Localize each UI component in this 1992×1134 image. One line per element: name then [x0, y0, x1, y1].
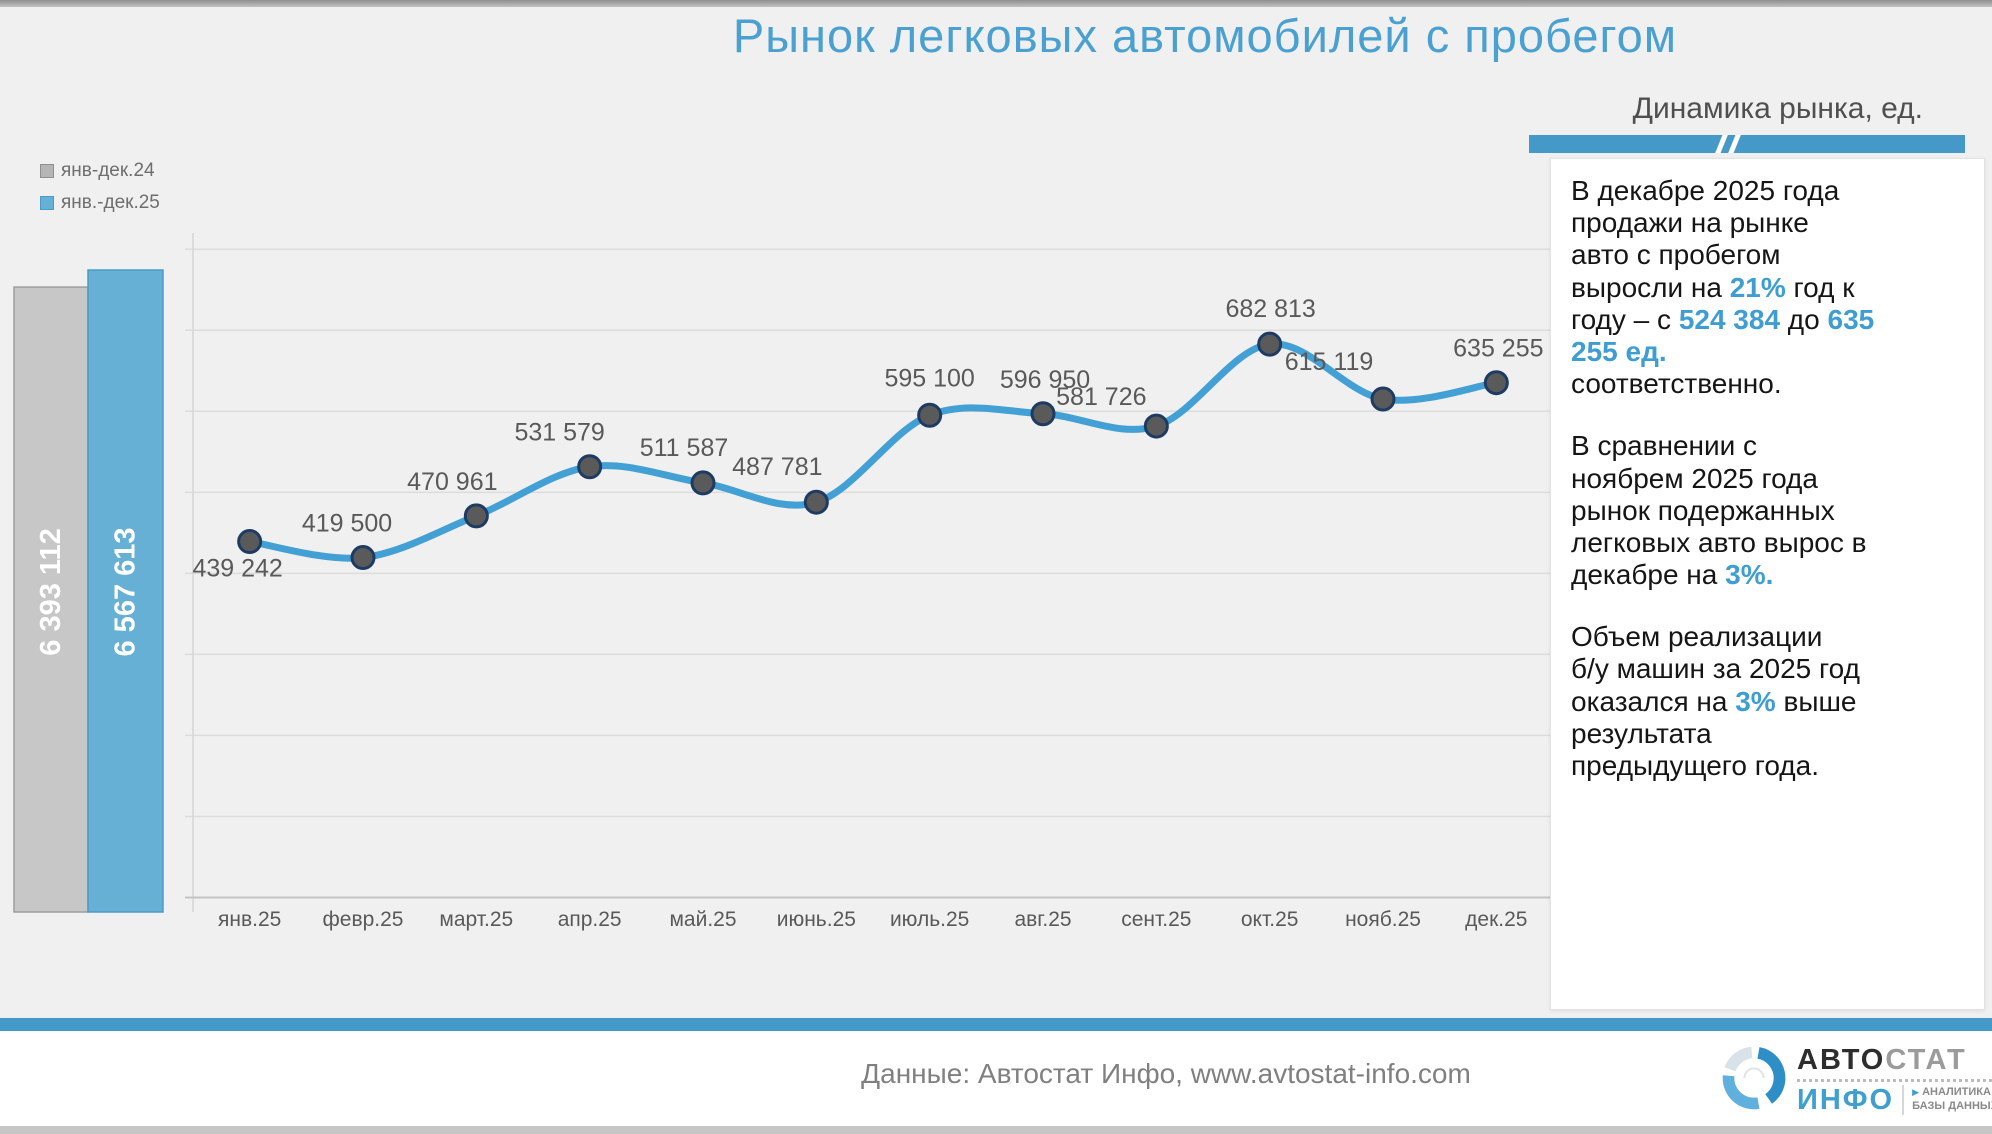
logo-swirl-icon: [1720, 1044, 1788, 1117]
x-axis-label-11: дек.25: [1465, 908, 1527, 931]
logo-dotted-divider: [1797, 1079, 1992, 1082]
total-bar-1: [87, 269, 164, 913]
data-point-label-4: 511 587: [640, 434, 729, 462]
footer-divider-bar: [0, 1018, 1992, 1031]
data-point-label-5: 487 781: [732, 453, 822, 481]
data-point-label-10: 615 119: [1285, 348, 1374, 376]
x-axis-label-4: май.25: [669, 908, 736, 931]
legend-swatch-2025-icon: [40, 196, 54, 210]
data-point-marker-2: [463, 503, 489, 529]
x-axis-label-5: июнь.25: [777, 908, 856, 931]
logo-separator: [1902, 1085, 1905, 1115]
total-bar-0: [13, 286, 89, 913]
play-triangle-icon: ▶: [1912, 1087, 1920, 1098]
gridlines: [185, 248, 1553, 818]
subtitle-underline-bar: [1529, 135, 1965, 153]
data-point-label-2: 470 961: [407, 468, 497, 496]
data-point-label-7: 596 950: [1000, 366, 1090, 394]
bottom-border-strip: [0, 1126, 1992, 1134]
data-point-marker-6: [917, 402, 943, 428]
data-point-marker-4: [690, 470, 716, 496]
x-axis-label-1: февр.25: [323, 908, 404, 931]
data-point-label-9: 682 813: [1225, 295, 1315, 323]
x-axis-label-7: авг.25: [1014, 908, 1071, 931]
chart-legend: янв-дек.24 янв.-дек.25: [40, 155, 160, 219]
data-point-marker-8: [1143, 413, 1169, 439]
data-source-text: Данные: Автостат Инфо, www.avtostat-info…: [861, 1058, 1471, 1089]
insight-paragraph: В декабре 2025 года продажи на рынке авт…: [1571, 175, 1875, 400]
insight-paragraph: Объем реализации б/у машин за 2025 год о…: [1571, 621, 1860, 781]
footer-band: [0, 1031, 1992, 1126]
data-point-marker-7: [1030, 401, 1056, 427]
data-point-marker-0: [237, 529, 263, 555]
logo-sub-row: ИНФО ▶ АНАЛИТИКА БАЗЫ ДАННЫХ: [1797, 1085, 1992, 1115]
page-title: Рынок легковых автомобилей с пробегом: [732, 9, 1678, 62]
data-point-marker-11: [1483, 370, 1509, 396]
total-bar-label-1: 6 567 613: [110, 527, 142, 656]
data-point-label-0: 439 242: [192, 555, 282, 583]
top-border-strip: [0, 0, 1992, 7]
x-axis-label-9: окт.25: [1241, 908, 1299, 931]
data-point-marker-1: [350, 545, 376, 571]
data-point-marker-5: [803, 489, 829, 515]
x-axis-label-8: сент.25: [1121, 908, 1191, 931]
x-axis-label-10: нояб.25: [1345, 908, 1421, 931]
chart-subtitle: Динамика рынка, ед.: [1632, 92, 1923, 125]
data-point-marker-3: [577, 454, 603, 480]
x-axis-label-0: янв.25: [218, 908, 281, 931]
data-point-label-8: 581 726: [1056, 383, 1146, 411]
insight-text: В декабре 2025 года продажи на рынке авт…: [1571, 175, 1960, 782]
data-point-marker-9: [1257, 331, 1283, 357]
logo-brand: АВТОСТАТ: [1797, 1044, 1967, 1076]
x-axis-label-2: март.25: [439, 908, 513, 931]
x-axis-label-3: апр.25: [558, 908, 622, 931]
legend-label-2024: янв-дек.24: [61, 160, 155, 181]
total-bar-label-0: 6 393 112: [35, 528, 67, 655]
data-point-label-11: 635 255: [1453, 335, 1543, 363]
data-point-label-3: 531 579: [514, 419, 604, 447]
insight-paragraph: В сравнении с ноябрем 2025 года рынок по…: [1571, 430, 1867, 591]
monthly-sales-line: [246, 340, 1500, 562]
data-point-label-6: 595 100: [884, 364, 974, 392]
legend-swatch-2024-icon: [40, 164, 54, 178]
legend-item-2024: янв-дек.24: [40, 155, 160, 187]
legend-label-2025: янв.-дек.25: [61, 192, 160, 213]
legend-item-2025: янв.-дек.25: [40, 187, 160, 219]
insight-box: В декабре 2025 года продажи на рынке авт…: [1550, 158, 1985, 1010]
logo-info-label: ИНФО: [1797, 1083, 1895, 1116]
logo-tagline: ▶ АНАЛИТИКА БАЗЫ ДАННЫХ: [1912, 1086, 1992, 1112]
logo-text-block: АВТОСТАТ ИНФО ▶ АНАЛИТИКА БАЗЫ ДАННЫХ: [1797, 1046, 1992, 1115]
avtostat-info-logo: АВТОСТАТ ИНФО ▶ АНАЛИТИКА БАЗЫ ДАННЫХ: [1720, 1044, 1992, 1117]
x-axis-label-6: июль.25: [890, 908, 969, 931]
data-point-label-1: 419 500: [302, 510, 392, 538]
data-point-marker-10: [1370, 386, 1396, 412]
